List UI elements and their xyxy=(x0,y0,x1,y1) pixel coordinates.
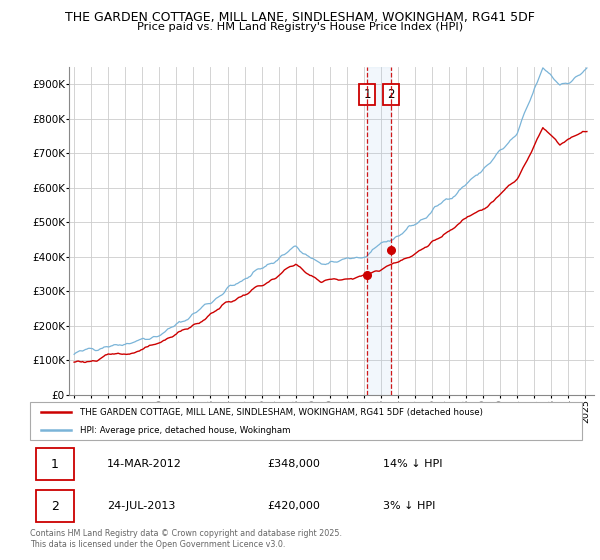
FancyBboxPatch shape xyxy=(35,448,74,480)
Text: 2: 2 xyxy=(51,500,59,513)
Text: 24-JUL-2013: 24-JUL-2013 xyxy=(107,501,176,511)
Text: £348,000: £348,000 xyxy=(268,459,320,469)
FancyBboxPatch shape xyxy=(35,490,74,522)
Text: 14-MAR-2012: 14-MAR-2012 xyxy=(107,459,182,469)
Text: THE GARDEN COTTAGE, MILL LANE, SINDLESHAM, WOKINGHAM, RG41 5DF (detached house): THE GARDEN COTTAGE, MILL LANE, SINDLESHA… xyxy=(80,408,482,417)
Bar xyxy=(367,67,391,395)
Text: £420,000: £420,000 xyxy=(268,501,320,511)
Text: Contains HM Land Registry data © Crown copyright and database right 2025.
This d: Contains HM Land Registry data © Crown c… xyxy=(30,529,342,549)
Text: Price paid vs. HM Land Registry's House Price Index (HPI): Price paid vs. HM Land Registry's House … xyxy=(137,22,463,32)
Text: 2: 2 xyxy=(387,88,395,101)
Text: 1: 1 xyxy=(363,88,371,101)
Text: THE GARDEN COTTAGE, MILL LANE, SINDLESHAM, WOKINGHAM, RG41 5DF: THE GARDEN COTTAGE, MILL LANE, SINDLESHA… xyxy=(65,11,535,24)
Text: HPI: Average price, detached house, Wokingham: HPI: Average price, detached house, Woki… xyxy=(80,426,290,435)
Text: 3% ↓ HPI: 3% ↓ HPI xyxy=(383,501,436,511)
Text: 1: 1 xyxy=(51,458,59,471)
Text: 14% ↓ HPI: 14% ↓ HPI xyxy=(383,459,443,469)
